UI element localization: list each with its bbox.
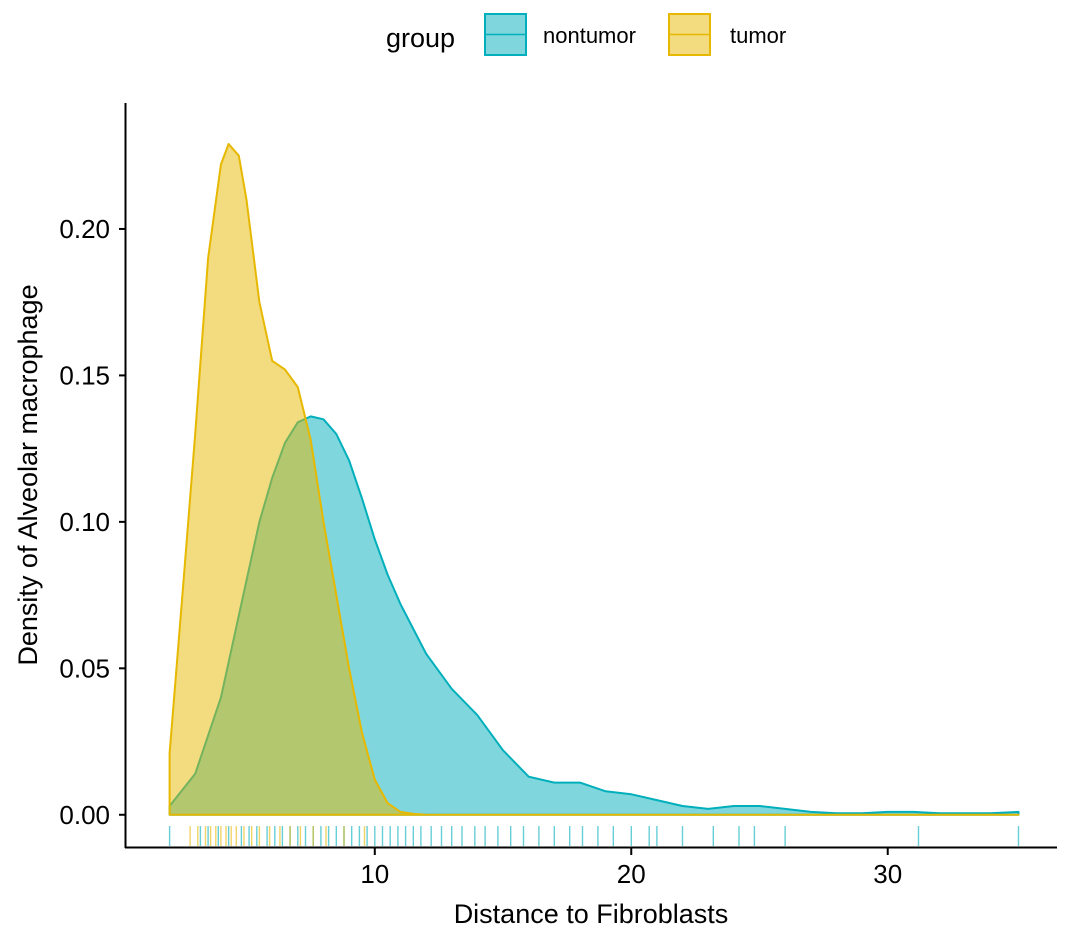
y-tick-label: 0.15 bbox=[59, 360, 110, 390]
x-tick-label: 20 bbox=[617, 859, 646, 889]
legend: group nontumor tumor bbox=[386, 13, 786, 56]
y-tick-label: 0.05 bbox=[59, 653, 110, 683]
y-axis-title: Density of Alveolar macrophage bbox=[13, 284, 43, 665]
y-tick-label: 0.20 bbox=[59, 214, 110, 244]
x-tick-label: 10 bbox=[360, 859, 389, 889]
x-axis-ticks: 10 20 30 bbox=[360, 848, 902, 889]
legend-label-tumor: tumor bbox=[730, 23, 786, 48]
legend-item-tumor: tumor bbox=[668, 13, 786, 56]
legend-title: group bbox=[386, 23, 455, 53]
y-tick-label: 0.00 bbox=[59, 800, 110, 830]
x-axis-title: Distance to Fibroblasts bbox=[454, 899, 729, 929]
y-tick-label: 0.10 bbox=[59, 507, 110, 537]
density-areas bbox=[168, 143, 1020, 816]
x-tick-label: 30 bbox=[873, 859, 902, 889]
legend-item-nontumor: nontumor bbox=[484, 13, 636, 56]
density-area-tumor bbox=[168, 143, 1020, 816]
legend-label-nontumor: nontumor bbox=[543, 23, 636, 48]
rug-marks bbox=[168, 826, 1020, 846]
y-axis-ticks: 0.00 0.05 0.10 0.15 0.20 bbox=[59, 214, 125, 830]
